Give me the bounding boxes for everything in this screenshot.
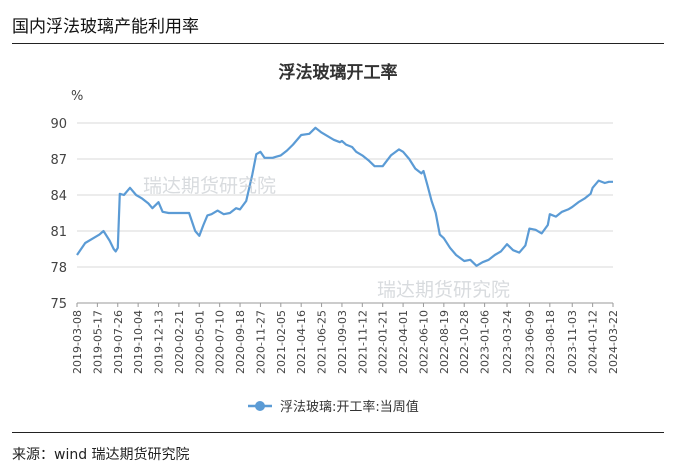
y-tick-label: 78 (50, 261, 67, 276)
x-tick-label: 2022-08-19 (438, 310, 451, 374)
y-tick-label: 87 (50, 153, 67, 168)
x-tick-label: 2022-04-01 (397, 310, 410, 374)
x-tick-label: 2023-11-03 (566, 310, 579, 374)
x-tick-label: 2021-02-05 (275, 310, 288, 374)
x-tick-label: 2020-07-10 (214, 310, 227, 374)
line-chart: 浮法玻璃开工率 % 75 78 81 84 87 90 2019-03-08 2019-05… (50, 62, 620, 415)
x-tick-label: 2019-12-13 (153, 310, 166, 374)
x-tick-label: 2023-08-18 (544, 310, 557, 374)
legend[interactable]: 浮法玻璃:开工率:当周值 (248, 399, 419, 415)
x-tick-label: 2020-02-21 (173, 310, 186, 374)
x-tick-label: 2021-11-12 (356, 310, 369, 374)
x-tick-label: 2020-11-27 (254, 310, 267, 374)
x-tick-label: 2022-10-28 (458, 310, 471, 374)
y-tick-label: 75 (50, 297, 67, 312)
x-tick-label: 2021-09-03 (336, 310, 349, 374)
page-title: 国内浮法玻璃产能利用率 (12, 17, 199, 37)
x-tick-label: 2021-04-16 (295, 310, 308, 374)
x-axis-ticks: 2019-03-08 2019-05-17 2019-07-26 2019-10-04… (71, 303, 620, 374)
x-tick-label: 2023-06-09 (523, 310, 536, 374)
y-axis-ticks: 75 78 81 84 87 90 (50, 117, 67, 312)
x-tick-label: 2020-09-18 (234, 310, 247, 374)
x-tick-label: 2021-06-25 (316, 310, 329, 374)
x-tick-label: 2024-01-12 (587, 310, 600, 374)
y-axis-unit: % (71, 89, 83, 104)
x-tick-label: 2019-07-26 (112, 310, 125, 374)
x-tick-label: 2019-03-08 (71, 310, 84, 374)
x-tick-label: 2023-01-06 (479, 310, 492, 374)
chart-title: 浮法玻璃开工率 (279, 62, 398, 83)
x-tick-label: 2022-01-21 (377, 310, 390, 374)
footer-divider (12, 432, 664, 433)
title-divider (12, 43, 664, 44)
series-line (76, 126, 613, 267)
watermark: 瑞达期货研究院 (377, 279, 510, 301)
gridlines (77, 122, 613, 304)
x-tick-label: 2022-06-10 (417, 310, 430, 374)
x-tick-label: 2019-10-04 (132, 310, 145, 374)
legend-label: 浮法玻璃:开工率:当周值 (280, 399, 419, 415)
x-tick-label: 2023-03-24 (501, 310, 514, 374)
watermark: 瑞达期货研究院 (143, 175, 276, 197)
y-tick-label: 90 (50, 117, 67, 132)
x-tick-label: 2019-05-17 (91, 310, 104, 374)
y-tick-label: 84 (50, 189, 67, 204)
legend-marker-icon (255, 401, 265, 411)
x-tick-label: 2024-03-22 (607, 310, 620, 374)
source-note: 来源：wind 瑞达期货研究院 (12, 447, 190, 463)
x-tick-label: 2020-05-01 (193, 310, 206, 374)
y-tick-label: 81 (50, 225, 67, 240)
